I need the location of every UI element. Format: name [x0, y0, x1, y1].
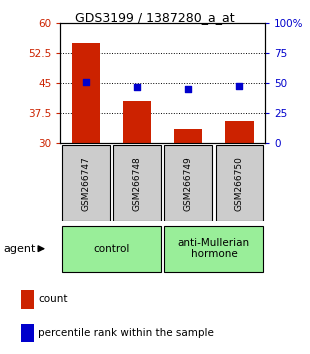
Text: GSM266749: GSM266749	[184, 156, 193, 211]
Point	[237, 83, 242, 89]
Text: percentile rank within the sample: percentile rank within the sample	[38, 328, 214, 338]
Text: GSM266750: GSM266750	[235, 156, 244, 211]
Text: control: control	[93, 244, 130, 254]
Text: GSM266747: GSM266747	[82, 156, 91, 211]
Bar	[215, 145, 264, 221]
Bar	[113, 145, 161, 221]
Bar	[174, 129, 202, 143]
Bar	[164, 225, 264, 272]
Bar	[21, 324, 34, 342]
Text: anti-Mullerian
hormone: anti-Mullerian hormone	[178, 238, 250, 259]
Bar	[164, 145, 212, 221]
Bar	[123, 101, 151, 143]
Text: GDS3199 / 1387280_a_at: GDS3199 / 1387280_a_at	[75, 11, 235, 24]
Text: count: count	[38, 294, 68, 304]
Bar	[225, 121, 254, 143]
Point	[84, 80, 89, 85]
Text: GSM266748: GSM266748	[133, 156, 142, 211]
Bar	[21, 290, 34, 309]
Bar	[62, 145, 110, 221]
Text: agent: agent	[3, 244, 35, 254]
Point	[135, 84, 140, 90]
Bar	[62, 225, 161, 272]
Bar	[72, 43, 100, 143]
Point	[186, 86, 191, 92]
